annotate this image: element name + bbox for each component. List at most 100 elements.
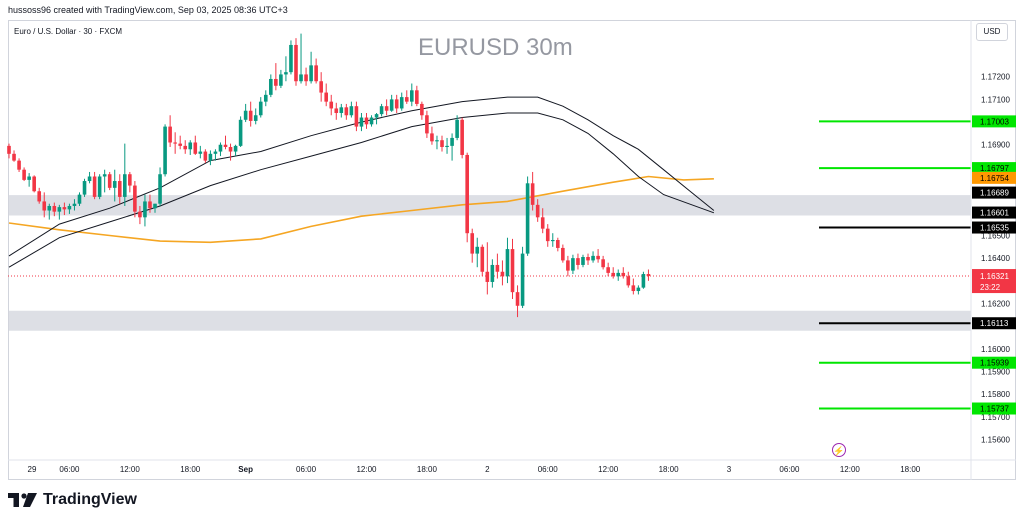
candle[interactable] xyxy=(193,135,198,155)
candle[interactable] xyxy=(450,133,454,161)
candle[interactable] xyxy=(218,142,223,157)
candle[interactable] xyxy=(238,116,243,148)
candle[interactable] xyxy=(354,101,359,132)
candle[interactable] xyxy=(470,228,475,263)
candle[interactable] xyxy=(208,150,213,166)
candle[interactable] xyxy=(550,233,555,247)
candle[interactable] xyxy=(465,152,469,243)
candle[interactable] xyxy=(540,208,545,234)
candle[interactable] xyxy=(299,33,303,84)
candle[interactable] xyxy=(284,56,288,82)
candle[interactable] xyxy=(384,99,389,116)
candle[interactable] xyxy=(143,194,147,227)
candle[interactable] xyxy=(12,150,16,162)
candle[interactable] xyxy=(92,171,97,200)
candle[interactable] xyxy=(87,171,92,184)
candle[interactable] xyxy=(480,244,485,277)
candle[interactable] xyxy=(233,144,238,157)
candle[interactable] xyxy=(117,174,122,204)
candle[interactable] xyxy=(77,192,82,206)
candle[interactable] xyxy=(82,178,87,197)
candle[interactable] xyxy=(500,260,505,286)
candle[interactable] xyxy=(7,143,11,159)
candle[interactable] xyxy=(520,246,525,309)
candle[interactable] xyxy=(17,158,21,172)
candle[interactable] xyxy=(415,85,419,107)
currency-selector[interactable]: USD xyxy=(976,23,1008,41)
candle[interactable] xyxy=(641,271,646,289)
candle[interactable] xyxy=(349,101,354,118)
candle[interactable] xyxy=(334,102,339,120)
candle[interactable] xyxy=(545,224,550,247)
candle[interactable] xyxy=(133,181,137,218)
candle[interactable] xyxy=(420,101,424,120)
candle[interactable] xyxy=(626,271,631,288)
candle[interactable] xyxy=(42,192,47,218)
candle[interactable] xyxy=(138,205,142,225)
candle[interactable] xyxy=(510,238,515,299)
tradingview-logo[interactable]: TradingView xyxy=(8,491,137,509)
candle[interactable] xyxy=(440,135,444,152)
candle[interactable] xyxy=(67,203,72,214)
candle[interactable] xyxy=(203,149,208,163)
candle[interactable] xyxy=(404,90,409,104)
candle[interactable] xyxy=(97,174,102,200)
candle[interactable] xyxy=(153,203,157,213)
candle[interactable] xyxy=(314,58,318,84)
candle[interactable] xyxy=(616,269,621,281)
candle[interactable] xyxy=(631,278,636,295)
candle[interactable] xyxy=(183,140,188,154)
candle[interactable] xyxy=(52,202,57,217)
candle[interactable] xyxy=(37,187,42,204)
candle[interactable] xyxy=(22,167,26,182)
candle[interactable] xyxy=(586,253,590,265)
candle[interactable] xyxy=(198,145,203,159)
candle[interactable] xyxy=(258,97,263,118)
candle[interactable] xyxy=(530,171,535,211)
candle[interactable] xyxy=(213,149,218,161)
candle[interactable] xyxy=(248,101,253,127)
candle[interactable] xyxy=(178,135,182,150)
candle[interactable] xyxy=(591,251,595,263)
candle[interactable] xyxy=(394,94,399,113)
candle[interactable] xyxy=(621,267,626,279)
candle[interactable] xyxy=(364,112,369,129)
candle[interactable] xyxy=(430,126,434,145)
candle[interactable] xyxy=(243,103,248,123)
candle[interactable] xyxy=(107,171,112,191)
candle[interactable] xyxy=(309,51,313,84)
candle[interactable] xyxy=(646,269,651,281)
candle[interactable] xyxy=(319,72,323,102)
candle[interactable] xyxy=(279,69,283,89)
candle[interactable] xyxy=(168,115,172,148)
candle[interactable] xyxy=(379,103,384,117)
candle[interactable] xyxy=(102,169,107,193)
candle[interactable] xyxy=(72,199,77,211)
candle[interactable] xyxy=(158,167,162,206)
candle[interactable] xyxy=(475,237,480,268)
candle[interactable] xyxy=(148,194,152,213)
candle[interactable] xyxy=(324,83,329,107)
candle[interactable] xyxy=(263,90,268,107)
candle[interactable] xyxy=(27,173,31,187)
candle[interactable] xyxy=(223,135,228,150)
candle[interactable] xyxy=(490,259,495,288)
candle[interactable] xyxy=(435,135,439,150)
candle[interactable] xyxy=(128,171,132,193)
candle[interactable] xyxy=(274,63,278,91)
candle[interactable] xyxy=(611,267,615,279)
candle[interactable] xyxy=(561,244,565,263)
candle[interactable] xyxy=(576,253,580,270)
candle[interactable] xyxy=(445,137,449,154)
candle[interactable] xyxy=(399,92,404,111)
candle[interactable] xyxy=(294,38,298,86)
candle[interactable] xyxy=(495,253,500,279)
lightning-icon[interactable]: ⚡ xyxy=(832,443,846,457)
candle[interactable] xyxy=(596,249,600,263)
candle[interactable] xyxy=(460,117,464,159)
candle[interactable] xyxy=(571,254,575,275)
candle[interactable] xyxy=(123,143,127,206)
candle[interactable] xyxy=(601,255,605,270)
candle[interactable] xyxy=(47,203,52,220)
